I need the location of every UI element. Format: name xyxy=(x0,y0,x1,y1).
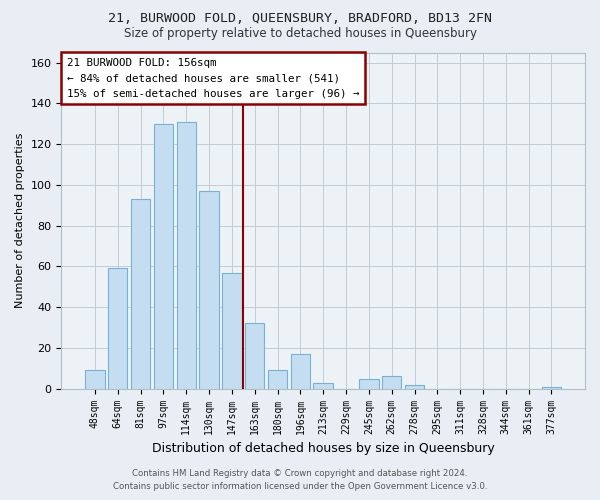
Bar xyxy=(313,382,333,388)
Bar xyxy=(222,272,242,388)
Bar xyxy=(290,354,310,388)
Text: Contains HM Land Registry data © Crown copyright and database right 2024.
Contai: Contains HM Land Registry data © Crown c… xyxy=(113,470,487,491)
Text: 21, BURWOOD FOLD, QUEENSBURY, BRADFORD, BD13 2FN: 21, BURWOOD FOLD, QUEENSBURY, BRADFORD, … xyxy=(108,12,492,26)
Bar xyxy=(154,124,173,388)
Bar xyxy=(199,191,219,388)
Text: 21 BURWOOD FOLD: 156sqm
← 84% of detached houses are smaller (541)
15% of semi-d: 21 BURWOOD FOLD: 156sqm ← 84% of detache… xyxy=(67,58,359,98)
Bar xyxy=(131,199,150,388)
X-axis label: Distribution of detached houses by size in Queensbury: Distribution of detached houses by size … xyxy=(152,442,494,455)
Y-axis label: Number of detached properties: Number of detached properties xyxy=(15,133,25,308)
Bar xyxy=(542,386,561,388)
Bar xyxy=(245,324,265,388)
Bar xyxy=(176,122,196,388)
Bar xyxy=(268,370,287,388)
Bar xyxy=(108,268,127,388)
Text: Size of property relative to detached houses in Queensbury: Size of property relative to detached ho… xyxy=(124,28,476,40)
Bar xyxy=(85,370,104,388)
Bar xyxy=(359,378,379,388)
Bar xyxy=(382,376,401,388)
Bar xyxy=(405,384,424,388)
